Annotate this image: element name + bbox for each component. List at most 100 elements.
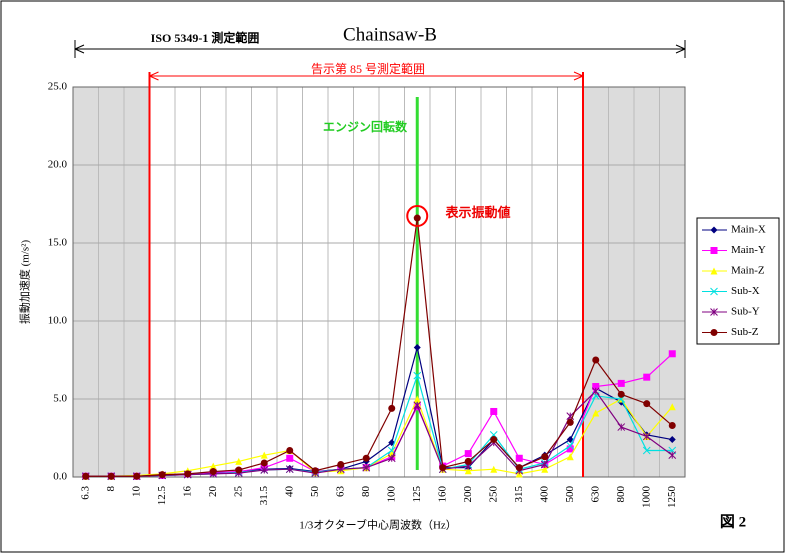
x-tick-label: 100 bbox=[385, 486, 397, 503]
marker bbox=[617, 379, 625, 387]
marker bbox=[668, 451, 677, 460]
x-tick-label: 1250 bbox=[666, 486, 678, 509]
marker bbox=[337, 461, 345, 469]
marker bbox=[464, 467, 472, 475]
chart-title: Chainsaw-B bbox=[343, 24, 437, 45]
marker bbox=[617, 423, 626, 431]
marker bbox=[540, 460, 549, 469]
marker bbox=[286, 454, 294, 462]
marker bbox=[515, 454, 523, 462]
marker bbox=[541, 465, 549, 473]
x-tick-label: 315 bbox=[513, 486, 525, 503]
y-tick-label: 25.0 bbox=[48, 81, 68, 93]
marker bbox=[133, 472, 141, 480]
x-tick-label: 80 bbox=[360, 486, 372, 498]
plot-border bbox=[72, 86, 686, 478]
marker bbox=[311, 467, 319, 475]
x-tick-label: 1000 bbox=[640, 486, 652, 509]
marker bbox=[387, 454, 396, 463]
marker bbox=[592, 409, 600, 417]
engine-label: エンジン回転数 bbox=[323, 119, 408, 134]
marker bbox=[490, 465, 498, 473]
marker bbox=[260, 459, 268, 467]
legend-label: Sub-Z bbox=[731, 326, 759, 338]
marker bbox=[515, 464, 523, 472]
x-tick-label: 40 bbox=[283, 486, 295, 498]
legend-label: Sub-Y bbox=[731, 306, 760, 318]
marker bbox=[668, 350, 676, 358]
x-tick-label: 125 bbox=[411, 486, 423, 503]
marker bbox=[286, 446, 294, 454]
marker bbox=[184, 470, 192, 478]
series-line bbox=[85, 397, 673, 477]
notice-range-arrow bbox=[149, 71, 584, 81]
marker bbox=[566, 445, 574, 453]
y-axis-label: 振動加速度 (m/s²) bbox=[18, 240, 32, 325]
iso-range-label: ISO 5349-1 測定範囲 bbox=[151, 30, 260, 45]
x-tick-label: 8 bbox=[105, 486, 117, 492]
marker bbox=[592, 383, 600, 391]
marker bbox=[413, 395, 421, 403]
marker bbox=[643, 373, 651, 381]
marker bbox=[362, 454, 370, 462]
marker bbox=[490, 407, 498, 415]
marker bbox=[413, 371, 422, 380]
x-tick-label: 200 bbox=[462, 486, 474, 503]
x-tick-label: 63 bbox=[334, 486, 346, 498]
marker bbox=[668, 422, 676, 430]
marker bbox=[82, 472, 90, 480]
marker bbox=[464, 457, 472, 465]
x-tick-label: 50 bbox=[309, 486, 321, 498]
y-tick-label: 0.0 bbox=[53, 471, 67, 483]
marker bbox=[158, 471, 166, 479]
y-tick-label: 15.0 bbox=[48, 237, 68, 249]
legend-marker bbox=[710, 329, 718, 336]
x-tick-label: 160 bbox=[436, 486, 448, 503]
y-tick-label: 10.0 bbox=[48, 315, 68, 327]
marker bbox=[541, 453, 549, 461]
legend-marker bbox=[710, 308, 718, 316]
marker bbox=[209, 468, 217, 476]
x-tick-label: 800 bbox=[615, 486, 627, 503]
marker bbox=[439, 464, 447, 472]
marker bbox=[413, 401, 422, 410]
highlight-circle bbox=[406, 205, 429, 227]
marker bbox=[643, 400, 651, 408]
legend-label: Main-X bbox=[731, 224, 766, 236]
legend-label: Main-Z bbox=[731, 265, 765, 277]
marker bbox=[668, 403, 676, 411]
marker bbox=[285, 465, 294, 474]
marker bbox=[642, 432, 651, 441]
marker bbox=[362, 463, 371, 472]
x-tick-label: 12.5 bbox=[156, 486, 168, 506]
x-tick-label: 31.5 bbox=[258, 486, 270, 506]
marker bbox=[642, 446, 651, 455]
x-tick-label: 20 bbox=[207, 486, 219, 498]
marker bbox=[107, 472, 115, 480]
notice-range-label: 告示第 85 号測定範囲 bbox=[311, 61, 425, 76]
marker bbox=[566, 441, 575, 450]
legend-marker bbox=[710, 267, 718, 275]
marker bbox=[668, 436, 676, 444]
marker bbox=[566, 418, 574, 426]
marker bbox=[617, 390, 625, 398]
legend-marker bbox=[710, 287, 718, 296]
display-label: 表示振動値 bbox=[444, 205, 510, 220]
series-line bbox=[85, 217, 673, 477]
x-tick-label: 400 bbox=[538, 486, 550, 503]
legend-label: Main-Y bbox=[731, 244, 766, 256]
legend-box bbox=[696, 217, 780, 345]
x-tick-label: 6.3 bbox=[79, 486, 91, 500]
marker bbox=[566, 453, 574, 461]
x-tick-label: 250 bbox=[487, 486, 499, 503]
marker bbox=[413, 344, 421, 352]
marker bbox=[566, 412, 575, 421]
iso-range-arrow bbox=[74, 44, 686, 54]
marker bbox=[413, 214, 421, 222]
legend-label: Sub-X bbox=[731, 285, 760, 297]
y-tick-label: 20.0 bbox=[48, 159, 68, 171]
marker bbox=[235, 457, 243, 465]
x-tick-label: 16 bbox=[181, 486, 193, 498]
y-tick-label: 5.0 bbox=[53, 393, 67, 405]
shaded-region bbox=[73, 87, 150, 477]
